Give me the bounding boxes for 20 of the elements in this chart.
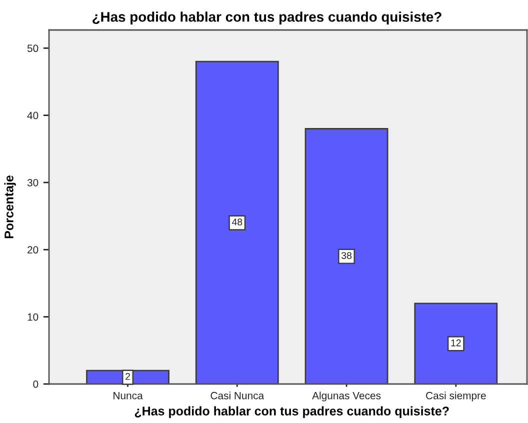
- x-axis-title: ¿Has podido hablar con tus padres cuando quisiste?: [134, 406, 449, 418]
- x-tick-label: Algunas Veces: [312, 392, 381, 402]
- x-tick-label: Casi Nunca: [210, 392, 264, 400]
- data-label: 48: [232, 218, 242, 226]
- y-tick-label: 0: [33, 380, 38, 388]
- data-label: 12: [451, 339, 461, 346]
- bar: [414, 302, 498, 384]
- y-tick-label: 10: [28, 313, 38, 321]
- x-tick-label: Nunca: [114, 392, 143, 400]
- y-tick-label: 20: [28, 246, 38, 254]
- chart-title: ¿Has podido hablar con tus padres cuando quisiste?: [92, 12, 442, 25]
- y-tick-label: 30: [27, 178, 38, 186]
- y-tick-label: 50: [27, 44, 38, 52]
- x-tick-label: Casi siempre: [426, 392, 486, 402]
- y-axis-title: Porcentaje: [4, 175, 16, 238]
- bar: [304, 128, 388, 384]
- data-label: 38: [341, 252, 352, 259]
- y-tick-label: 40: [27, 112, 38, 120]
- data-label: 2: [126, 373, 130, 380]
- bar: [195, 60, 279, 384]
